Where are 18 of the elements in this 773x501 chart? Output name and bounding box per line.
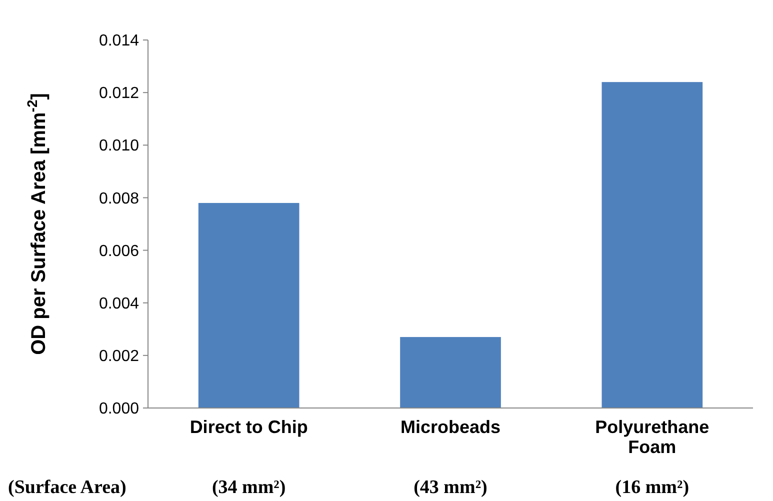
x-tick-label: Polyurethane Foam [595, 417, 710, 457]
text: (16 mm²) [615, 477, 690, 498]
y-tick-label: 0.002 [98, 348, 140, 366]
y-tick-label: 0.006 [98, 242, 140, 260]
x-tick-label: Direct to Chip [190, 417, 308, 437]
bar [400, 337, 501, 408]
bar [602, 82, 703, 408]
y-tick-label: 0.010 [98, 138, 140, 155]
x-tick-label: Microbeads [400, 417, 501, 437]
y-tick-label: 0.000 [98, 400, 140, 418]
y-tick-label: 0.008 [98, 190, 140, 208]
text: (Surface Area) [8, 477, 126, 498]
y-tick-label: 0.012 [98, 85, 140, 102]
y-tick-label: 0.004 [98, 295, 140, 312]
text: (34 mm²) [212, 477, 286, 498]
bar [198, 202, 300, 408]
text: (43 mm²) [414, 477, 488, 498]
y-tick-label: 0.014 [98, 32, 140, 50]
